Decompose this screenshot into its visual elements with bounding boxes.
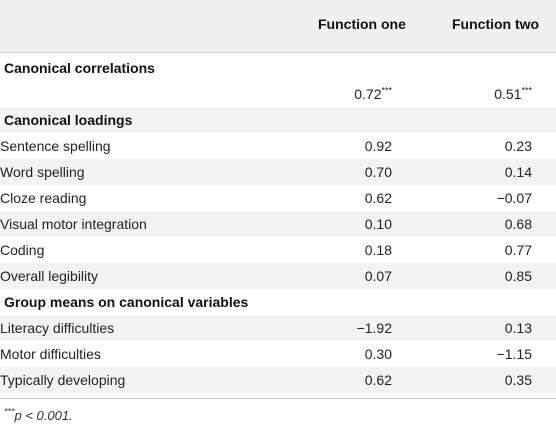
table-header [0, 0, 556, 53]
cell-function-two: 0.85 [504, 268, 532, 284]
cell-function-one: 0.07 [364, 268, 392, 284]
table-row: Literacy difficulties −1.92 0.13 [0, 315, 556, 341]
cell-function-one: 0.92 [364, 138, 392, 154]
cell-function-one: 0.62 [364, 190, 392, 206]
table-row: Typically developing 0.62 0.35 [0, 367, 556, 393]
section-title: Canonical loadings [4, 112, 133, 128]
table-row: Motor difficulties 0.30 −1.15 [0, 341, 556, 367]
cell-function-two: 0.23 [504, 138, 532, 154]
cell-function-two: 0.68 [504, 216, 532, 232]
cell-function-one: 0.30 [364, 346, 392, 362]
section-group-means: Group means on canonical variables [0, 289, 556, 315]
section-title: Group means on canonical variables [4, 294, 249, 310]
row-label: Coding [0, 242, 45, 258]
row-label: Cloze reading [0, 190, 87, 206]
row-label: Literacy difficulties [0, 320, 115, 336]
row-label: Word spelling [0, 164, 85, 180]
cell-function-two: 0.77 [504, 242, 532, 258]
cell-function-two: −1.15 [496, 346, 532, 362]
section-title: Canonical correlations [4, 60, 155, 76]
table-row: Sentence spelling 0.92 0.23 [0, 133, 556, 159]
section-canonical-correlations: Canonical correlations [0, 55, 556, 81]
section-canonical-loadings: Canonical loadings [0, 107, 556, 133]
row-label: Visual motor integration [0, 216, 147, 232]
table-row: Coding 0.18 0.77 [0, 237, 556, 263]
table-row: Visual motor integration 0.10 0.68 [0, 211, 556, 237]
cell-function-two: −0.07 [496, 190, 532, 206]
row-label: Motor difficulties [0, 346, 101, 362]
row-label: Typically developing [0, 372, 126, 388]
table-row: Overall legibility 0.07 0.85 [0, 263, 556, 289]
table-row: 0.72*** 0.51*** [0, 81, 556, 107]
column-header-function-one: Function one [318, 16, 406, 32]
cell-function-one: 0.10 [364, 216, 392, 232]
cell-function-one: 0.62 [364, 372, 392, 388]
cell-function-one: 0.18 [364, 242, 392, 258]
table-row: Cloze reading 0.62 −0.07 [0, 185, 556, 211]
cell-function-one: 0.72*** [354, 85, 392, 102]
footnote-text: p < 0.001. [14, 408, 73, 423]
cell-function-two: 0.14 [504, 164, 532, 180]
row-label: Overall legibility [0, 268, 99, 284]
cell-function-one: 0.70 [364, 164, 392, 180]
table-bottom-rule [0, 398, 556, 399]
cell-function-two: 0.35 [504, 372, 532, 388]
column-header-function-two: Function two [452, 16, 540, 32]
footnote: ***p < 0.001. [4, 406, 73, 423]
cell-function-one: −1.92 [356, 320, 392, 336]
footnote-marker: *** [4, 406, 15, 417]
cell-function-two: 0.13 [504, 320, 532, 336]
table-row: Word spelling 0.70 0.14 [0, 159, 556, 185]
cell-function-two: 0.51*** [494, 85, 532, 102]
row-label: Sentence spelling [0, 138, 111, 154]
